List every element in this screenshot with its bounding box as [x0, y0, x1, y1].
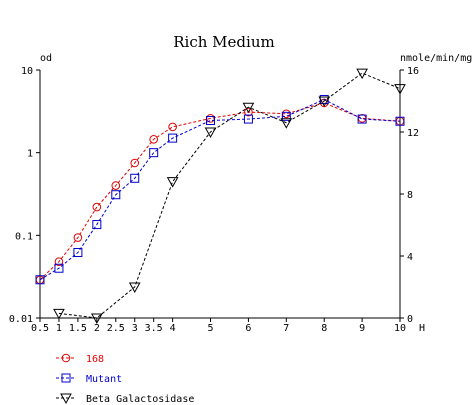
- x-tick-label: 7: [283, 323, 289, 334]
- legend-marker: [60, 393, 72, 405]
- x-tick-label: 4: [170, 323, 176, 334]
- data-point-1: [357, 114, 367, 124]
- left-tick-label: 10: [21, 66, 33, 77]
- x-tick-label: 10: [394, 323, 406, 334]
- x-tick-label: 1: [56, 323, 62, 334]
- series-line-2: [58, 72, 401, 319]
- x-axis-unit: H: [419, 323, 425, 334]
- data-point-1: [130, 173, 140, 183]
- series-line-0: [39, 102, 401, 281]
- legend-label: Beta Galactosidase: [86, 394, 194, 405]
- data-point-0: [130, 158, 140, 168]
- data-point-2: [90, 313, 103, 325]
- chart-title: Rich Medium: [173, 33, 274, 51]
- data-point-1: [149, 148, 159, 158]
- data-point-1: [395, 116, 405, 126]
- data-point-0: [149, 135, 158, 144]
- series-line-1: [39, 98, 401, 281]
- plot-area: [35, 68, 406, 325]
- data-point-1: [243, 114, 253, 124]
- legend-marker: [61, 353, 71, 363]
- data-point-1: [281, 111, 291, 121]
- x-tick-label: 3: [132, 323, 138, 334]
- right-tick-label: 8: [407, 190, 413, 201]
- x-tick-label: 5: [208, 323, 214, 334]
- data-point-1: [111, 190, 121, 200]
- legend-marker: [61, 373, 71, 383]
- legend: 168 Mutant Beta Galactosidase: [56, 353, 194, 405]
- left-tick-label: 1: [27, 149, 33, 160]
- left-tick-label: 0.01: [9, 314, 33, 325]
- data-point-0: [73, 233, 83, 242]
- left-axis-unit: od: [40, 53, 52, 64]
- legend-label: 168: [86, 354, 104, 365]
- x-tick-label: 8: [321, 323, 327, 334]
- data-point-1: [35, 275, 45, 285]
- data-point-2: [204, 127, 217, 139]
- legend-label: Mutant: [86, 374, 122, 385]
- data-point-1: [92, 220, 102, 230]
- x-tick-label: 3.5: [145, 323, 163, 334]
- data-point-2: [166, 177, 179, 188]
- data-point-2: [280, 118, 293, 129]
- data-point-2: [394, 84, 406, 95]
- data-point-0: [92, 202, 102, 212]
- data-point-2: [318, 96, 331, 108]
- data-point-1: [73, 247, 83, 257]
- data-point-2: [53, 308, 65, 320]
- data-point-1: [168, 133, 178, 143]
- data-point-2: [128, 282, 141, 294]
- data-point-0: [168, 122, 177, 132]
- x-tick-label: 6: [245, 323, 251, 334]
- data-point-1: [206, 115, 216, 125]
- data-point-0: [244, 107, 253, 117]
- x-tick-label: 2: [94, 323, 100, 334]
- right-tick-label: 4: [407, 252, 413, 263]
- data-point-2: [356, 68, 368, 80]
- data-point-1: [54, 263, 64, 273]
- data-point-2: [242, 102, 255, 114]
- x-tick-label: 9: [359, 323, 365, 334]
- x-tick-label: 1.5: [69, 323, 87, 334]
- x-tick-label: 2.5: [107, 323, 125, 334]
- right-tick-label: 16: [407, 66, 419, 77]
- right-tick-label: 12: [407, 128, 419, 139]
- left-tick-label: 0.1: [15, 231, 33, 242]
- data-point-0: [111, 181, 121, 190]
- right-axis-unit: nmole/min/mg: [400, 53, 472, 64]
- data-point-0: [54, 257, 64, 266]
- right-tick-label: 0: [407, 314, 413, 325]
- x-tick-label: 0.5: [31, 323, 49, 334]
